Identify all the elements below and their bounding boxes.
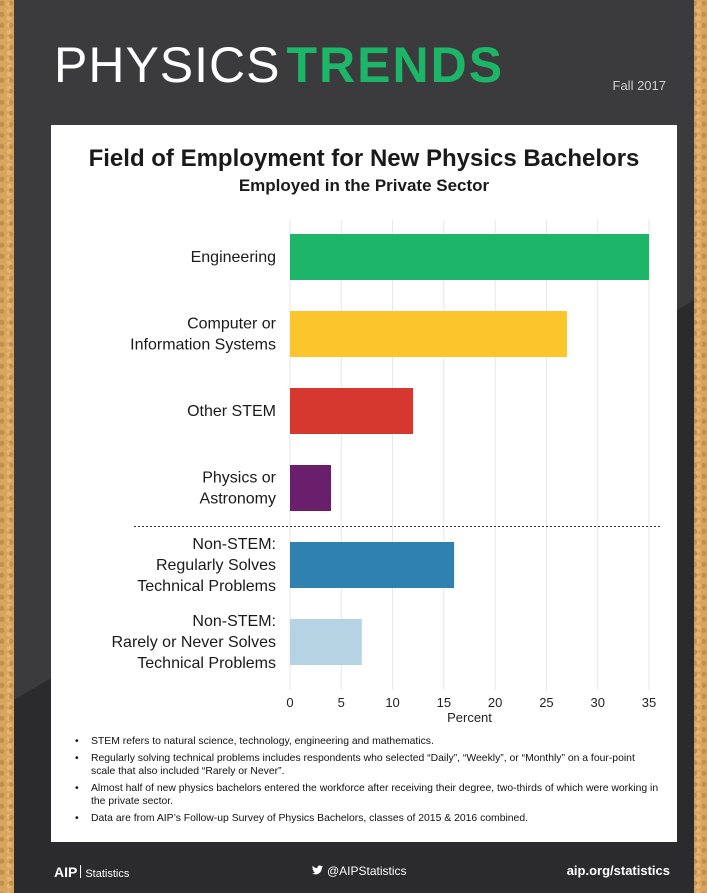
footnote: Data are from AIP’s Follow-up Survey of …: [69, 812, 659, 826]
aip-logo: AIP Statistics: [54, 864, 129, 880]
chart-card: Field of Employment for New Physics Bach…: [51, 125, 677, 842]
category-label-line: Other STEM: [187, 403, 276, 420]
category-label-line: Engineering: [191, 249, 276, 266]
bar: [290, 388, 414, 434]
category-label-line: Information Systems: [130, 337, 276, 354]
category-label: Physics or Astronomy: [200, 470, 277, 508]
category-label-line: Computer or: [187, 316, 277, 333]
category-label-line: Astronomy: [200, 491, 276, 508]
bar-chart: 0 5 10 15 20 25 30 35 Percent Engineering Computer…: [112, 220, 661, 725]
footnote: Regularly solving technical problems inc…: [69, 752, 659, 779]
x-tick-label: 10: [385, 695, 399, 710]
x-tick-label: 15: [437, 695, 451, 710]
footnote: STEM refers to natural science, technolo…: [69, 735, 659, 749]
header: PHYSICS TRENDS: [54, 36, 504, 94]
x-axis-label: Percent: [447, 710, 492, 725]
category-label-line: Regularly Solves: [156, 557, 276, 574]
bar: [290, 234, 649, 280]
x-tick-label: 5: [338, 695, 345, 710]
category-label: Other STEM: [187, 403, 276, 420]
publication-title-light: PHYSICS: [54, 37, 281, 93]
x-tick-label: 20: [488, 695, 502, 710]
category-label-line: Physics or: [202, 470, 276, 487]
chart-subtitle: Employed in the Private Sector: [238, 176, 490, 195]
category-label: Computer or Information Systems: [130, 316, 277, 354]
bar: [290, 542, 455, 588]
category-label: Non-STEM: Regularly Solves Technical Probl…: [137, 536, 276, 595]
x-tick-label: 30: [590, 695, 604, 710]
x-tick-label: 25: [539, 695, 553, 710]
twitter-handle-link[interactable]: @AIPStatistics: [312, 864, 407, 878]
category-label-line: Non-STEM:: [192, 536, 276, 553]
website-link[interactable]: aip.org/statistics: [566, 863, 670, 878]
x-tick-label: 35: [642, 695, 656, 710]
publication-title-bold: TRENDS: [286, 37, 505, 93]
aip-logo-divider: [80, 865, 82, 878]
footnote: Almost half of new physics bachelors ent…: [69, 782, 659, 809]
category-label: Non-STEM: Rarely or Never Solves Technical…: [112, 613, 277, 672]
bar: [290, 619, 362, 665]
twitter-bird-icon: [312, 864, 323, 878]
category-label-line: Technical Problems: [137, 578, 276, 595]
category-label-line: Technical Problems: [137, 655, 276, 672]
category-label-line: Non-STEM:: [192, 613, 276, 630]
category-label: Engineering: [191, 249, 276, 266]
footer: AIP Statistics @AIPStatistics aip.org/sta…: [14, 858, 694, 884]
twitter-handle: @AIPStatistics: [327, 864, 407, 878]
aip-logo-subtext: Statistics: [85, 868, 130, 880]
aip-logo-text: AIP: [54, 864, 78, 880]
poster: PHYSICS TRENDS Fall 2017 Field of Employm…: [14, 0, 694, 893]
footnotes: STEM refers to natural science, technolo…: [69, 735, 659, 828]
bar: [290, 311, 567, 357]
x-tick-label: 0: [286, 695, 293, 710]
category-label-line: Rarely or Never Solves: [112, 634, 277, 651]
chart-title: Field of Employment for New Physics Bach…: [88, 145, 640, 172]
bar: [290, 465, 332, 511]
season-label: Fall 2017: [612, 78, 666, 93]
